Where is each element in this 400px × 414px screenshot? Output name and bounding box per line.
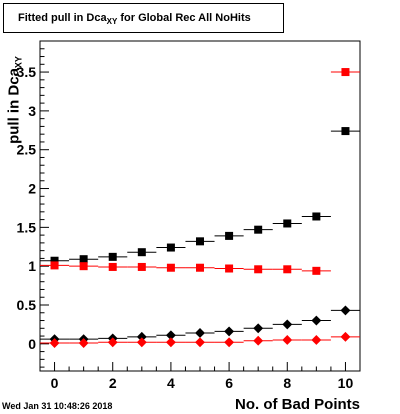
x-tick-label: 10: [338, 375, 354, 391]
timestamp: Wed Jan 31 10:48:26 2018: [2, 401, 113, 411]
data-point-square-red: [312, 266, 321, 275]
data-point-square-black: [137, 248, 146, 257]
data-point-circle-red: [340, 331, 351, 342]
x-tick-label: 2: [109, 375, 117, 391]
data-point-circle-red: [165, 337, 176, 348]
y-axis-label: pull in DcaXY: [5, 56, 24, 144]
data-point-square-red: [196, 263, 204, 272]
chart-title: Fitted pull in DcaXY for Global Rec All …: [3, 3, 284, 33]
data-point-circle-black: [253, 323, 264, 334]
y-tick-label: 0: [28, 336, 36, 352]
data-point-square-black: [108, 252, 117, 261]
data-point-circle-red: [195, 337, 205, 348]
data-point-square-red: [166, 263, 175, 272]
data-point-circle-red: [136, 337, 147, 348]
data-point-circle-black: [282, 319, 293, 330]
data-point-circle-black: [195, 328, 205, 338]
x-tick-label: 4: [167, 375, 175, 391]
data-point-square-black: [196, 237, 204, 246]
data-point-circle-black: [311, 315, 322, 326]
data-point-circle-black: [340, 305, 351, 316]
data-point-square-black: [254, 225, 263, 234]
data-point-square-red: [341, 68, 350, 77]
y-tick-label: 2.5: [17, 142, 37, 158]
y-tick-label: 1: [28, 258, 36, 274]
data-point-square-red: [79, 262, 88, 271]
data-point-circle-black: [165, 330, 176, 341]
data-point-square-red: [108, 262, 117, 271]
data-point-square-black: [312, 212, 321, 221]
data-point-square-black: [341, 127, 350, 136]
data-point-square-red: [137, 262, 146, 271]
data-point-circle-red: [224, 337, 235, 348]
data-point-square-red: [254, 265, 263, 274]
data-point-circle-red: [311, 334, 322, 345]
x-axis-label: No. of Bad Points: [235, 396, 360, 413]
data-point-square-black: [225, 231, 234, 240]
y-tick-label: 1.5: [17, 219, 37, 235]
data-point-circle-black: [224, 326, 235, 337]
data-point-circle-red: [282, 334, 293, 345]
data-point-square-black: [50, 256, 59, 265]
x-tick-label: 0: [51, 375, 59, 391]
data-point-square-red: [225, 264, 234, 273]
y-tick-label: 3: [28, 103, 36, 119]
y-tick-label: 2: [28, 181, 36, 197]
y-tick-label: 0.5: [17, 297, 37, 313]
data-point-square-black: [166, 243, 175, 252]
x-tick-label: 8: [283, 375, 291, 391]
y-tick-label: 3.5: [17, 64, 37, 80]
data-point-square-red: [283, 265, 292, 274]
data-point-circle-red: [253, 335, 264, 346]
data-point-square-black: [283, 219, 292, 228]
plot-frame: [39, 40, 361, 372]
data-point-square-red: [50, 261, 59, 270]
data-point-square-black: [79, 255, 88, 264]
x-tick-label: 6: [225, 375, 233, 391]
data-point-circle-black: [136, 331, 147, 342]
